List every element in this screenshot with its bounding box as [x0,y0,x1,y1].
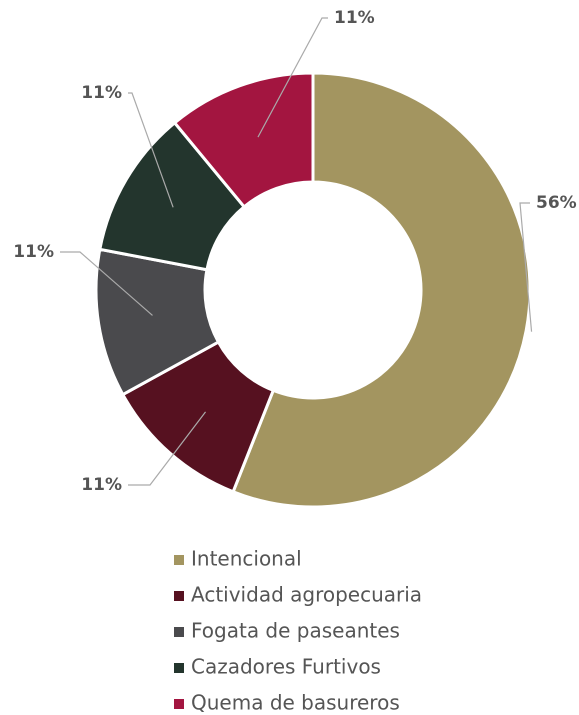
data-label: 11% [13,242,54,262]
leader-line [60,251,153,316]
data-label: 56% [536,193,577,213]
legend-swatch [174,627,184,637]
legend-label: Cazadores Furtivos [191,655,381,679]
data-label: 11% [81,475,122,495]
data-label: 11% [81,83,122,103]
legend-label: Fogata de paseantes [191,619,400,643]
leader-line [128,92,174,208]
data-label: 11% [334,8,375,28]
leader-line [257,17,328,138]
legend-label: Actividad agropecuaria [191,583,422,607]
donut-slice [231,71,532,509]
donut-slice [172,71,315,209]
legend-swatch [174,555,184,565]
legend-swatch [174,663,184,673]
legend-swatch [174,591,184,601]
legend-swatch [174,699,184,709]
leader-line [128,411,207,486]
leader-line [519,202,533,332]
legend-label: Intencional [191,547,302,571]
legend-label: Quema de basureros [191,691,400,715]
